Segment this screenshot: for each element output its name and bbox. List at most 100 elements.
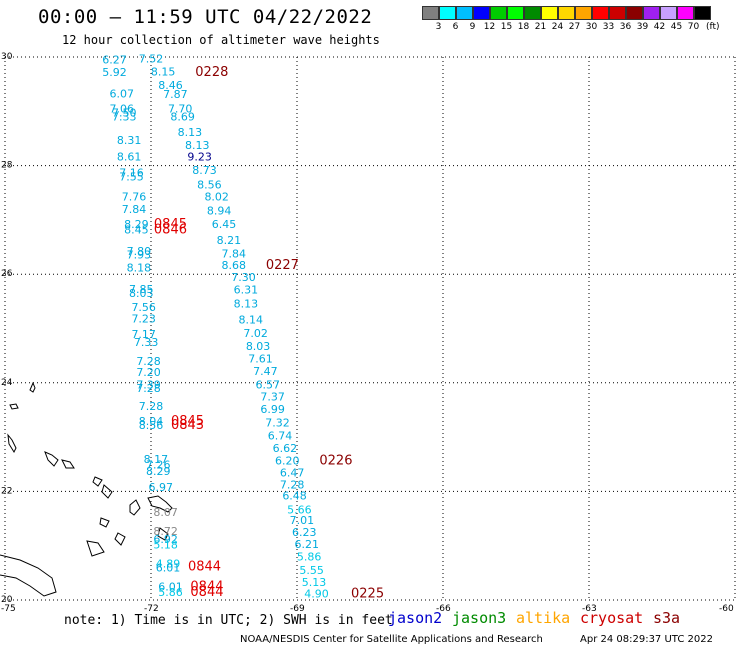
- map-subtitle: 12 hour collection of altimeter wave hei…: [62, 33, 380, 47]
- wave-height-label: 6.31: [234, 283, 259, 296]
- longitude-label: -60: [719, 604, 734, 614]
- wave-height-label: 6.20: [275, 454, 300, 467]
- coastline-segment: [7, 433, 17, 454]
- wave-height-label: 8.29: [146, 465, 171, 478]
- color-swatch: [643, 6, 660, 20]
- wave-height-label: 5.92: [102, 66, 127, 79]
- wave-height-label: 8.45: [124, 224, 149, 237]
- coastline-segment: [0, 554, 57, 597]
- wave-height-label: 6.62: [273, 442, 298, 455]
- wave-height-label: 8.69: [170, 111, 195, 124]
- color-scale-bar: [422, 6, 711, 20]
- wave-height-label: 7.84: [221, 248, 246, 261]
- pass-time-label: 0226: [319, 453, 352, 468]
- color-scale-unit: (ft): [706, 22, 720, 32]
- wave-height-label: 6.48: [282, 490, 307, 503]
- longitude-label: -72: [144, 604, 159, 614]
- pass-time-label: 0844: [188, 559, 221, 574]
- color-swatch: [592, 6, 609, 20]
- map-title: 00:00 – 11:59 UTC 04/22/2022: [38, 6, 373, 28]
- wave-height-label: 7.52: [139, 53, 164, 66]
- wave-height-label: 7.55: [119, 170, 144, 183]
- pass-time-label: 0843: [171, 418, 204, 433]
- wave-height-label: 6.07: [110, 87, 135, 100]
- color-scale-label: 18: [517, 22, 530, 32]
- wave-height-label: 8.56: [139, 419, 164, 432]
- wave-height-label: 8.15: [151, 66, 176, 79]
- wave-height-label: 7.20: [136, 366, 161, 379]
- wave-height-label: 4.89: [156, 558, 181, 571]
- wave-height-label: 6.92: [153, 533, 178, 546]
- color-swatch: [541, 6, 558, 20]
- coastline-segment: [129, 499, 141, 516]
- wave-height-label: 7.39: [136, 378, 161, 391]
- color-scale-label: 30: [585, 22, 598, 32]
- wave-height-label: 7.85: [129, 283, 154, 296]
- wave-height-label: 7.02: [243, 327, 268, 340]
- wave-height-label: 8.72: [153, 525, 178, 538]
- color-scale-label: 12: [483, 22, 496, 32]
- coastline-segment: [114, 532, 126, 546]
- pass-time-label: 0844: [190, 579, 223, 594]
- pass-time-label: 0845: [171, 414, 204, 429]
- wave-height-label: 7.37: [260, 390, 285, 403]
- wave-height-label: 7.50: [112, 106, 137, 119]
- color-swatch: [575, 6, 592, 20]
- wave-height-label: 7.80: [127, 245, 152, 258]
- wave-height-label: 8.04: [139, 415, 164, 428]
- wave-height-label: 6.01: [158, 580, 183, 593]
- wave-height-label: 8.29: [124, 218, 149, 231]
- wave-height-label: 8.07: [153, 506, 178, 519]
- color-swatch: [456, 6, 473, 20]
- wave-height-label: 5.13: [302, 576, 327, 589]
- wave-height-label: 7.84: [122, 203, 147, 216]
- color-scale-label: 42: [653, 22, 666, 32]
- color-swatch: [694, 6, 711, 20]
- wave-height-label: 8.03: [129, 287, 154, 300]
- latitude-label: 22: [1, 486, 12, 496]
- wave-height-label: 5.18: [153, 539, 178, 552]
- wave-height-label: 6.45: [212, 218, 237, 231]
- latitude-label: 30: [1, 52, 13, 62]
- color-scale-label: 3: [435, 22, 442, 32]
- wave-height-label: 8.56: [197, 179, 222, 192]
- wave-height-label: 6.74: [268, 429, 293, 442]
- pass-time-label: 0844: [190, 585, 223, 600]
- wave-height-label: 7.61: [248, 352, 273, 365]
- color-swatch: [473, 6, 490, 20]
- wave-height-label: 8.21: [217, 234, 242, 247]
- wave-height-label: 5.86: [158, 586, 183, 599]
- coastline-outline: [0, 381, 173, 597]
- footer-timestamp: Apr 24 08:29:37 UTC 2022: [580, 634, 713, 645]
- longitude-label: -66: [436, 604, 451, 614]
- wave-height-label: 6.23: [292, 526, 317, 539]
- wave-height-label: 8.46: [158, 79, 183, 92]
- color-swatch: [558, 6, 575, 20]
- wave-height-label: 8.13: [185, 139, 210, 152]
- color-scale-label: 33: [602, 22, 615, 32]
- wave-height-label: 7.23: [131, 313, 156, 326]
- coastline-segment: [86, 540, 105, 557]
- map-grid: [4, 56, 736, 601]
- wave-height-label: 6.57: [256, 378, 281, 391]
- wave-height-label: 7.56: [131, 301, 156, 314]
- legend-item-altika: altika: [516, 609, 571, 627]
- legend-item-s3a: s3a: [653, 609, 681, 627]
- wave-height-label: 8.13: [234, 298, 259, 311]
- color-swatch: [609, 6, 626, 20]
- footer-credit: NOAA/NESDIS Center for Satellite Applica…: [240, 634, 543, 645]
- pass-time-label: 0846: [154, 223, 187, 238]
- wave-height-label: 8.02: [204, 191, 229, 204]
- color-scale-label: 6: [452, 22, 459, 32]
- coastline-segment: [61, 459, 75, 469]
- coastline-segment: [157, 527, 169, 541]
- wave-height-label: 8.94: [207, 205, 232, 218]
- legend-item-jason3: jason3: [452, 609, 507, 627]
- wave-height-label: 7.30: [231, 271, 256, 284]
- color-scale-label: 27: [568, 22, 581, 32]
- coastline-segment: [101, 484, 113, 499]
- wave-height-label: 6.47: [280, 466, 305, 479]
- latitude-label: 20: [1, 595, 13, 605]
- color-scale-label: 70: [687, 22, 700, 32]
